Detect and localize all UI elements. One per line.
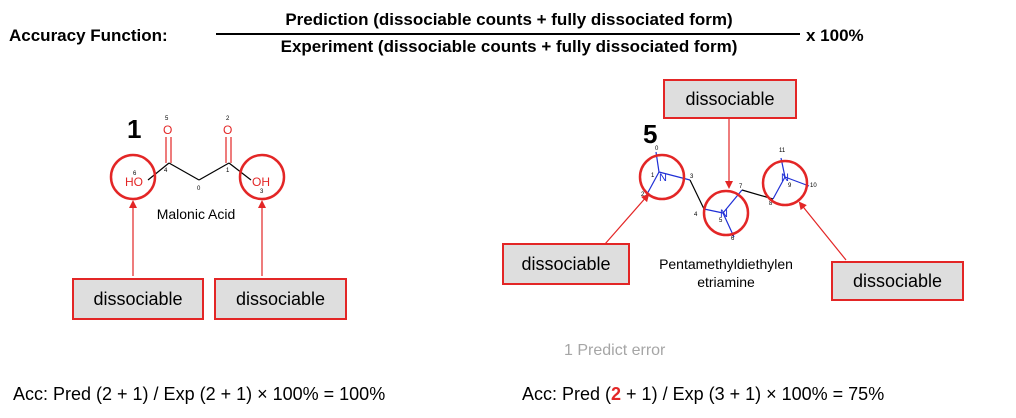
malonic-acid-structure: [147, 137, 252, 181]
predict-error-note: 1 Predict error: [564, 342, 666, 359]
atom-index: 8: [769, 201, 773, 207]
formula-multiplier: x 100%: [806, 26, 864, 45]
malonic-acid-atoms: O O HO OH 5 2 6 4 0 1 3: [125, 116, 270, 195]
dissociable-tag: dissociable: [72, 278, 204, 320]
atom-n2: N: [720, 208, 728, 220]
highlight-circle: [109, 153, 157, 201]
accuracy-line: Acc: Pred (2 + 1) / Exp (2 + 1) × 100% =…: [13, 384, 386, 404]
atom-index: 4: [164, 168, 168, 174]
atom-ho-left: HO: [125, 175, 143, 189]
atom-n1: N: [659, 172, 667, 184]
accuracy-prefix: Acc: Pred (: [522, 384, 612, 404]
compound-name: Pentamethyldiethylen etriamine: [628, 255, 824, 291]
formula-numerator: Prediction (dissociable counts + fully d…: [285, 10, 733, 29]
compound-name-line: etriamine: [697, 274, 755, 290]
atom-index: 5: [719, 218, 723, 224]
accuracy-line: Acc: Pred (2 + 1) / Exp (3 + 1) × 100% =…: [522, 384, 884, 405]
atom-index: 3: [690, 174, 694, 180]
dissociable-tag: dissociable: [502, 243, 630, 285]
accuracy-highlight: 2: [611, 384, 622, 404]
compound-number: 5: [643, 119, 658, 149]
atom-index: 1: [226, 168, 230, 174]
accuracy-suffix: + 1) / Exp (3 + 1) × 100% = 75%: [621, 384, 885, 404]
atom-index: 6: [731, 236, 735, 242]
atom-oh-right: OH: [252, 175, 270, 189]
atom-index: 4: [694, 212, 698, 218]
formula-title: Accuracy Function:: [9, 26, 168, 45]
atom-o-top-right: O: [223, 123, 232, 137]
dissociable-tag: dissociable: [214, 278, 347, 320]
compound-name: Malonic Acid: [156, 206, 236, 222]
arrow: [604, 193, 650, 245]
atom-index: 7: [739, 184, 743, 190]
arrow: [798, 201, 847, 261]
atom-index: 6: [133, 171, 137, 177]
highlight-circle: [761, 159, 809, 207]
formula-denominator: Experiment (dissociable counts + fully d…: [280, 37, 738, 56]
highlight-circle: [638, 153, 686, 201]
atom-index: 0: [197, 186, 201, 192]
atom-o-top-left: O: [163, 123, 172, 137]
dissociable-tag: dissociable: [831, 261, 964, 301]
atom-index: 10: [810, 183, 817, 189]
atom-index: 9: [788, 183, 792, 189]
atom-index: 2: [226, 116, 230, 122]
highlight-circle: [238, 153, 286, 201]
atom-index: 5: [165, 116, 169, 122]
compound-name-line: Pentamethyldiethylen: [659, 256, 793, 272]
highlight-circle: [702, 189, 750, 237]
pmdeta-structure: [645, 151, 810, 238]
atom-n3: N: [781, 172, 789, 184]
compound-number: 1: [127, 114, 142, 144]
atom-index: 1: [651, 173, 655, 179]
atom-index: 11: [779, 148, 786, 154]
dissociable-tag: dissociable: [663, 79, 797, 119]
atom-index: 2: [641, 192, 645, 198]
atom-index: 0: [655, 146, 659, 152]
atom-index: 3: [260, 189, 264, 195]
pmdeta-atoms: N N N: [659, 172, 789, 220]
fraction-bar: [216, 33, 800, 35]
